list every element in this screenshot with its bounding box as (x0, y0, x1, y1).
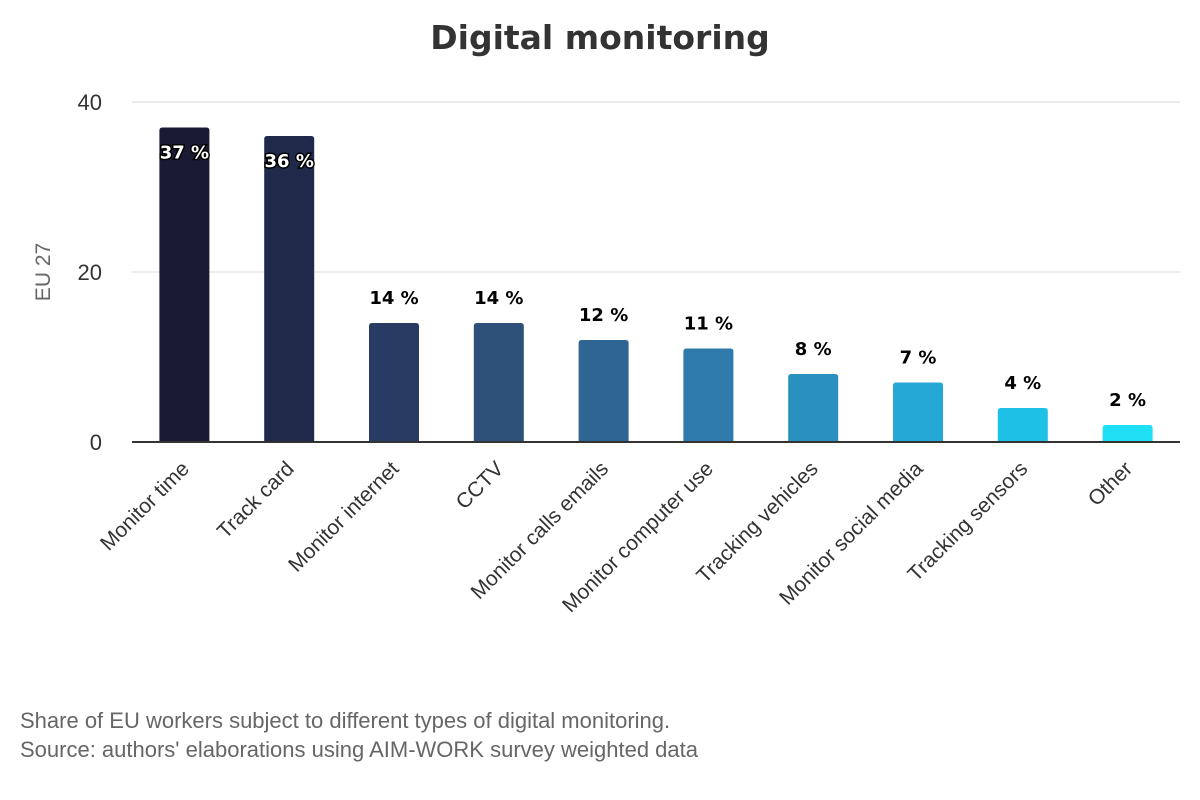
bar (788, 374, 839, 442)
x-tick-label: Monitor internet (284, 457, 404, 577)
bar (683, 348, 734, 442)
data-label: 14 % (369, 288, 418, 309)
chart-title: Digital monitoring (430, 18, 770, 57)
data-label: 7 % (900, 348, 937, 369)
x-tick-label: Monitor time (96, 457, 194, 555)
data-label: 12 % (579, 305, 628, 326)
y-tick-label: 0 (90, 430, 102, 455)
data-labels: 37 % 36 % 14 % 14 % 12 % 11 % 8 % 7 % 4 % 2 % (158, 141, 1146, 411)
data-label: 14 % (474, 288, 523, 309)
caption-source: Source: authors' elaborations using AIM-… (20, 737, 698, 762)
bar (473, 323, 524, 442)
data-label: 36 % (265, 151, 314, 172)
x-tick-label: CCTV (452, 457, 509, 514)
bar (264, 136, 315, 442)
bar (578, 340, 629, 442)
y-tick-label: 20 (78, 260, 102, 285)
bar (893, 382, 943, 442)
y-axis-ticks: 0 20 40 (78, 90, 102, 455)
data-label: 4 % (1004, 373, 1041, 394)
x-tick-label: Other (1084, 457, 1137, 510)
chart-caption: Share of EU workers subject to different… (20, 706, 698, 764)
x-tick-label: Track card (213, 457, 299, 543)
y-tick-label: 40 (78, 90, 102, 115)
bars (159, 127, 1153, 442)
bar (369, 323, 419, 442)
caption-description: Share of EU workers subject to different… (20, 708, 671, 733)
bar (159, 127, 210, 442)
bar (1102, 425, 1153, 442)
bar (997, 408, 1048, 442)
data-label: 8 % (795, 339, 832, 360)
data-label: 2 % (1109, 390, 1146, 411)
data-label: 37 % (160, 143, 209, 164)
y-axis-label: EU 27 (32, 243, 55, 301)
data-label: 11 % (684, 314, 733, 335)
